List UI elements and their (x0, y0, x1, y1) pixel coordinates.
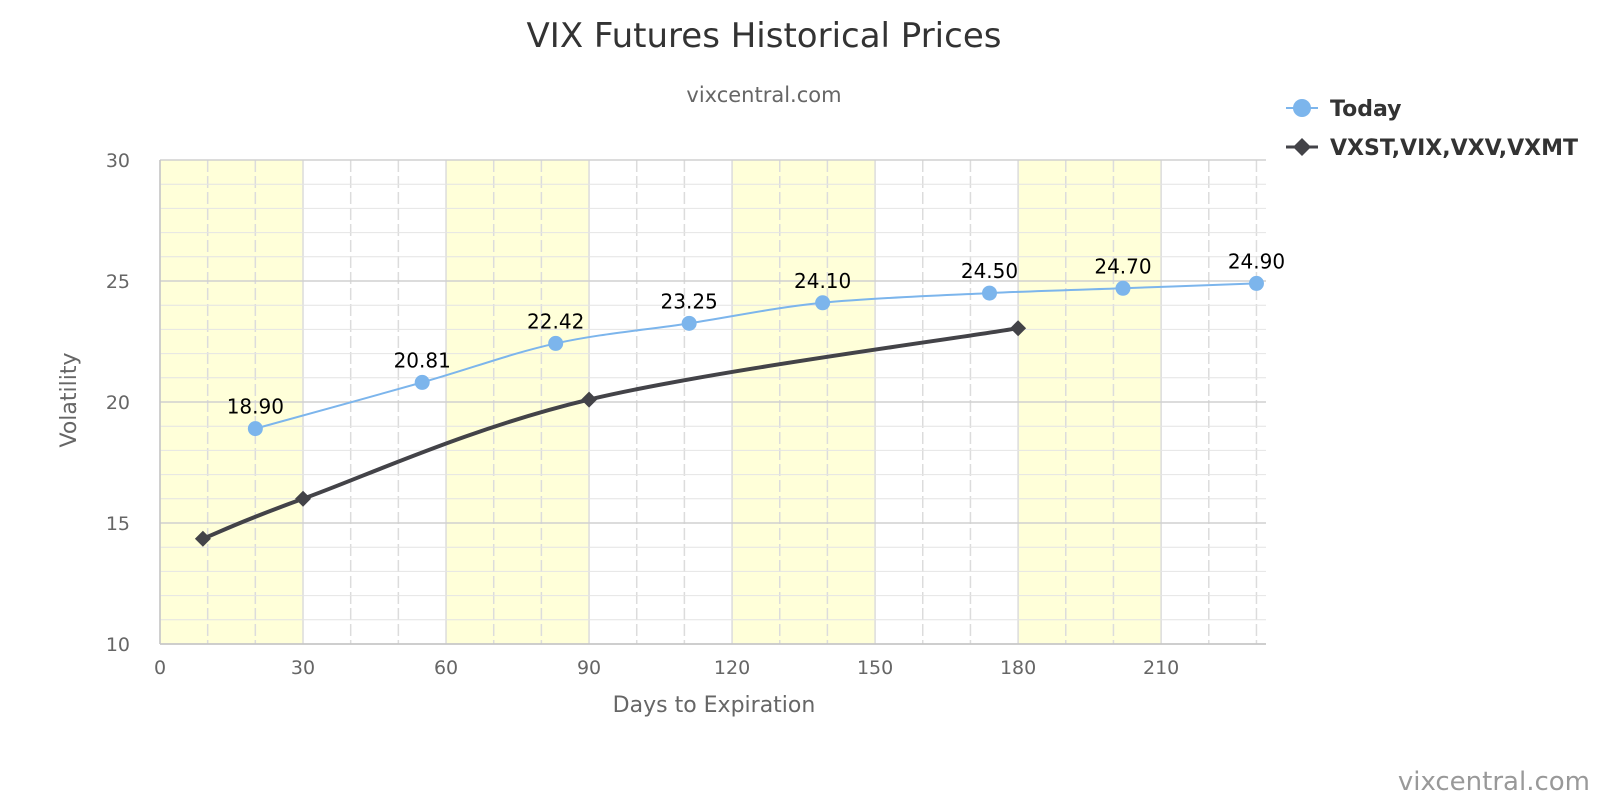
y-tick-label: 15 (106, 513, 130, 535)
series-1-point-0 (194, 530, 211, 547)
legend[interactable]: Today VXST,VIX,VXV,VXMT (1286, 97, 1578, 161)
x-tick-label: 30 (291, 657, 315, 679)
grid-lines (159, 159, 1266, 645)
data-label-6: 24.70 (1094, 254, 1151, 278)
series-0-point-4 (815, 295, 831, 311)
legend-today-label: Today (1330, 97, 1401, 122)
y-axis-ticks: 10 15 20 25 30 (106, 150, 130, 656)
chart-subtitle: vixcentral.com (686, 83, 841, 107)
series-0-point-0 (247, 421, 263, 437)
data-label-2: 22.42 (527, 309, 584, 333)
chart-title: VIX Futures Historical Prices (527, 16, 1002, 56)
x-tick-label: 60 (434, 657, 458, 679)
legend-today-circle-icon (1293, 99, 1311, 117)
x-axis-title: Days to Expiration (613, 693, 816, 718)
data-label-0: 18.90 (227, 395, 284, 419)
x-tick-label: 180 (1000, 657, 1036, 679)
data-label-4: 24.10 (794, 269, 851, 293)
series-1-point-2 (581, 391, 598, 408)
axis-lines (159, 160, 1266, 645)
legend-term-structure-diamond-icon (1293, 138, 1311, 156)
series-line-1 (200, 326, 1021, 541)
y-tick-label: 25 (106, 271, 130, 293)
x-axis-ticks: 0 30 60 90 120 150 180 210 (154, 657, 1179, 679)
x-tick-label: 120 (714, 657, 750, 679)
series-0-point-5 (982, 285, 997, 301)
y-tick-label: 10 (106, 634, 130, 656)
data-label-3: 23.25 (661, 289, 718, 313)
data-label-7: 24.90 (1228, 249, 1285, 273)
data-label-1: 20.81 (394, 348, 451, 372)
y-axis-title: Volatility (57, 352, 82, 447)
data-label-5: 24.50 (961, 259, 1018, 283)
x-tick-label: 90 (577, 657, 601, 679)
legend-item-term-structure[interactable]: VXST,VIX,VXV,VXMT (1286, 136, 1578, 161)
y-tick-label: 20 (106, 392, 130, 414)
series-0-point-6 (1115, 280, 1131, 296)
series-layer (194, 275, 1264, 547)
chart-credits[interactable]: vixcentral.com (1398, 767, 1590, 797)
series-0-point-2 (548, 335, 564, 351)
x-tick-label: 210 (1143, 657, 1179, 679)
legend-item-today[interactable]: Today (1286, 97, 1401, 122)
series-1-point-3 (1010, 320, 1027, 337)
x-tick-label: 0 (154, 657, 166, 679)
series-0-point-3 (681, 315, 697, 331)
legend-term-structure-label: VXST,VIX,VXV,VXMT (1330, 136, 1578, 161)
series-0-point-1 (414, 374, 430, 390)
x-tick-label: 150 (857, 657, 893, 679)
series-0-point-7 (1248, 275, 1264, 291)
series-1-point-1 (295, 490, 312, 507)
data-labels: 18.90 20.81 22.42 23.25 24.10 24.50 24.70 24.90 (227, 249, 1285, 418)
y-tick-label: 30 (106, 150, 130, 172)
